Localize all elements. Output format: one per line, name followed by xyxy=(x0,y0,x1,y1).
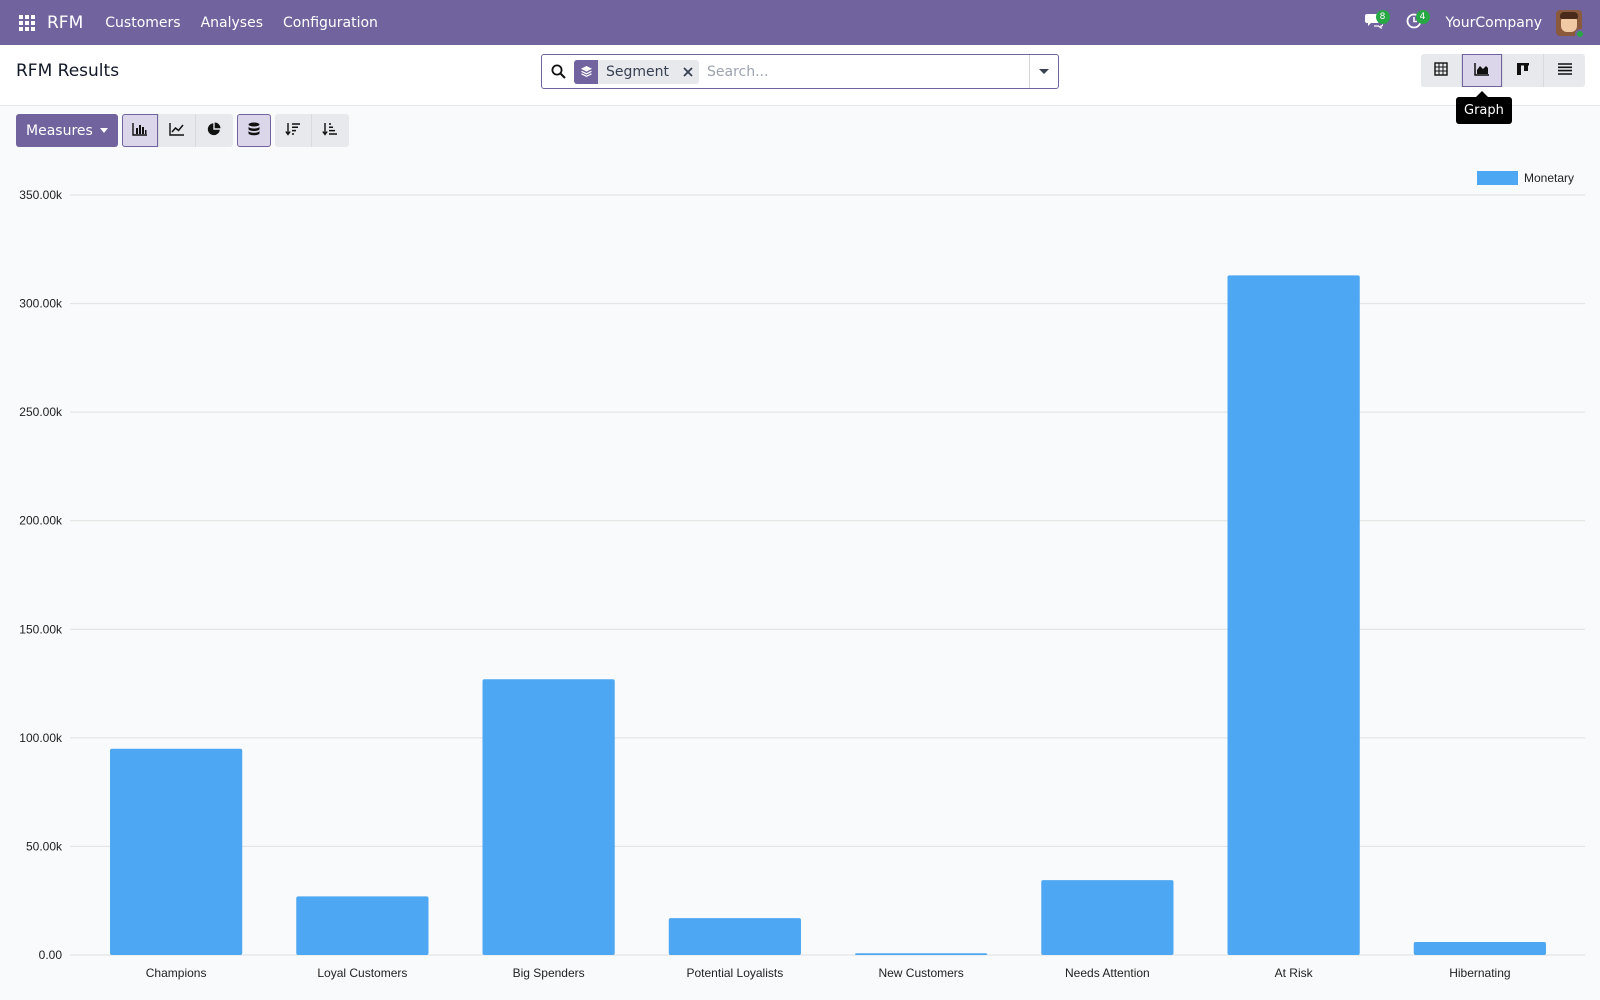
control-panel: RFM Results Segment xyxy=(0,45,1600,106)
facet-label: Segment xyxy=(606,63,669,80)
line-chart-icon xyxy=(169,122,185,140)
layers-icon xyxy=(574,59,598,84)
y-tick-label: 50.00k xyxy=(26,839,63,853)
y-tick-label: 100.00k xyxy=(19,731,63,745)
measures-label: Measures xyxy=(26,122,93,139)
company-switcher[interactable]: YourCompany xyxy=(1445,14,1543,31)
bar-chart-icon xyxy=(132,122,148,140)
database-icon xyxy=(248,122,260,140)
area-chart-icon xyxy=(1474,62,1490,80)
kanban-icon xyxy=(1516,62,1530,80)
x-tick-label: Loyal Customers xyxy=(317,966,407,980)
measures-dropdown-button[interactable]: Measures xyxy=(16,114,118,147)
bar[interactable] xyxy=(668,918,801,955)
search-facet-segment: Segment xyxy=(574,59,699,84)
menu-item-configuration[interactable]: Configuration xyxy=(282,14,378,31)
x-tick-label: Big Spenders xyxy=(513,966,585,980)
x-tick-label: New Customers xyxy=(878,966,963,980)
y-tick-label: 0.00 xyxy=(39,948,63,962)
x-tick-label: Champions xyxy=(146,966,207,980)
sort-amount-up-icon xyxy=(322,122,338,140)
search-options-toggle[interactable] xyxy=(1029,55,1058,88)
search-input[interactable] xyxy=(699,56,1029,87)
view-switcher xyxy=(1421,54,1585,87)
table-grid-icon xyxy=(1434,61,1448,80)
y-tick-label: 200.00k xyxy=(19,514,63,528)
messages-count-badge: 8 xyxy=(1375,10,1390,24)
top-navbar: RFM Customers Analyses Configuration 8 4… xyxy=(0,0,1600,45)
bar[interactable] xyxy=(1227,275,1360,955)
bar-chart: 0.00 50.00k 100.00k 150.00k 200.00k 250.00k 30… xyxy=(19,171,1585,980)
y-tick-label: 350.00k xyxy=(19,188,63,202)
y-tick-label: 150.00k xyxy=(19,622,63,636)
online-status-icon xyxy=(1575,28,1585,39)
x-tick-label: Needs Attention xyxy=(1065,966,1150,980)
y-tick-label: 250.00k xyxy=(19,405,63,419)
graph-view-button[interactable] xyxy=(1462,54,1503,87)
menu-item-analyses[interactable]: Analyses xyxy=(200,14,263,31)
activities-count-badge: 4 xyxy=(1415,10,1430,24)
caret-down-icon xyxy=(1039,69,1049,74)
legend-swatch[interactable] xyxy=(1477,171,1518,185)
line-chart-button[interactable] xyxy=(158,114,196,147)
app-menu-icon[interactable] xyxy=(10,6,44,40)
x-tick-label: Hibernating xyxy=(1449,966,1510,980)
user-avatar[interactable] xyxy=(1556,9,1585,39)
pie-chart-button[interactable] xyxy=(195,114,233,147)
view-tooltip: Graph xyxy=(1456,91,1512,124)
bar[interactable] xyxy=(855,953,988,955)
x-tick-label: Potential Loyalists xyxy=(687,966,784,980)
stack-group xyxy=(236,114,271,147)
bar[interactable] xyxy=(110,748,243,955)
sort-amount-down-icon xyxy=(285,122,301,140)
sort-ascending-button[interactable] xyxy=(311,114,349,147)
menu-item-customers[interactable]: Customers xyxy=(105,14,181,31)
search-icon[interactable] xyxy=(542,55,574,88)
list-view-button[interactable] xyxy=(1544,54,1585,87)
y-tick-label: 300.00k xyxy=(19,297,63,311)
bar[interactable] xyxy=(482,679,615,955)
bar[interactable] xyxy=(1041,880,1174,955)
legend-label[interactable]: Monetary xyxy=(1524,171,1574,185)
sort-group xyxy=(274,114,349,147)
stacked-toggle-button[interactable] xyxy=(236,114,271,147)
bar-chart-button[interactable] xyxy=(121,114,159,147)
bar[interactable] xyxy=(296,896,429,955)
page-title: RFM Results xyxy=(16,61,120,81)
pivot-view-button[interactable] xyxy=(1421,54,1462,87)
bar[interactable] xyxy=(1413,941,1546,955)
list-icon xyxy=(1557,62,1572,79)
app-brand[interactable]: RFM xyxy=(47,12,84,33)
graph-toolbar: Measures xyxy=(16,114,353,147)
sort-descending-button[interactable] xyxy=(274,114,312,147)
caret-down-icon xyxy=(99,128,108,133)
pie-chart-icon xyxy=(207,122,221,140)
messages-button[interactable]: 8 xyxy=(1354,0,1394,45)
search-box: Segment xyxy=(541,54,1059,89)
x-tick-label: At Risk xyxy=(1275,966,1314,980)
activities-button[interactable]: 4 xyxy=(1394,0,1434,45)
remove-facet-icon[interactable] xyxy=(677,60,699,84)
kanban-view-button[interactable] xyxy=(1503,54,1544,87)
chart-type-group xyxy=(121,114,233,147)
